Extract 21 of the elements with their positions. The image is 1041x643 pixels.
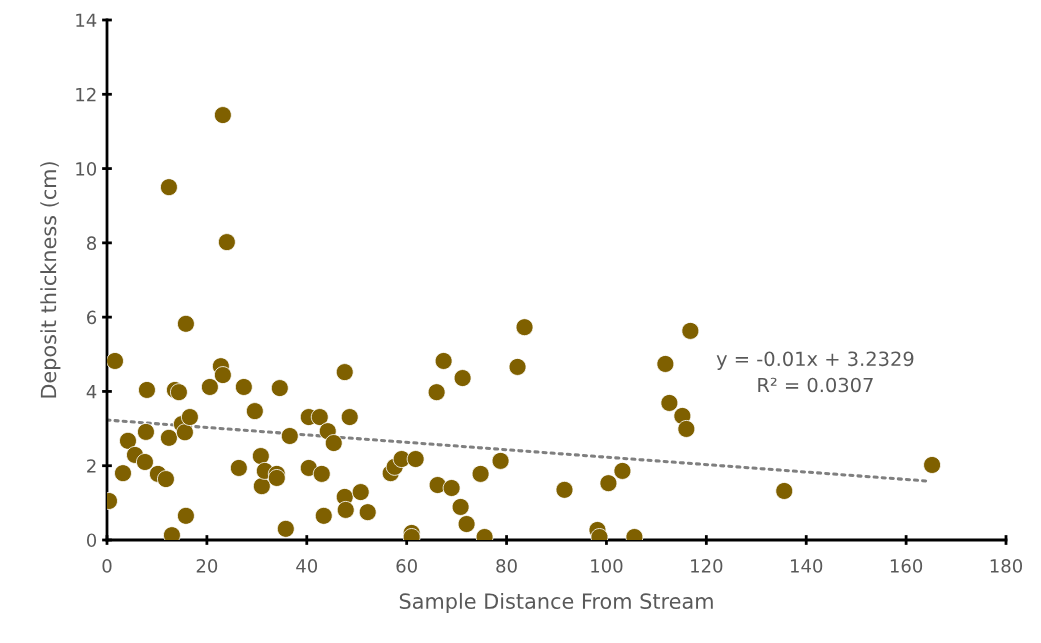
y-tick-label: 8 xyxy=(87,236,97,250)
x-tick-label: 0 xyxy=(102,559,112,573)
annotation: y = -0.01x + 3.2329 R² = 0.0307 xyxy=(716,351,914,393)
x-tick-label: 80 xyxy=(496,559,517,573)
y-tick-label: 6 xyxy=(87,310,97,325)
y-tick-label: 14 xyxy=(76,13,97,27)
x-tick-label: 180 xyxy=(990,559,1023,573)
x-tick-label: 120 xyxy=(691,559,723,573)
x-tick-label: 100 xyxy=(591,559,623,573)
y-tick-label: 10 xyxy=(76,162,97,176)
x-axis-title: Sample Distance From Stream xyxy=(399,592,713,614)
y-tick-label: 0 xyxy=(86,533,97,548)
y-tick-label: 12 xyxy=(76,87,96,102)
x-tick-label: 140 xyxy=(790,559,823,573)
y-tick-label: 4 xyxy=(86,385,97,399)
x-tick-label: 60 xyxy=(396,559,417,573)
y-axis-title: Deposit thickness (cm) xyxy=(40,162,61,398)
x-tick-label: 40 xyxy=(296,559,318,573)
x-tick-label: 160 xyxy=(890,559,923,573)
y-tick-label: 2 xyxy=(87,459,96,473)
x-tick-label: 20 xyxy=(196,559,218,573)
